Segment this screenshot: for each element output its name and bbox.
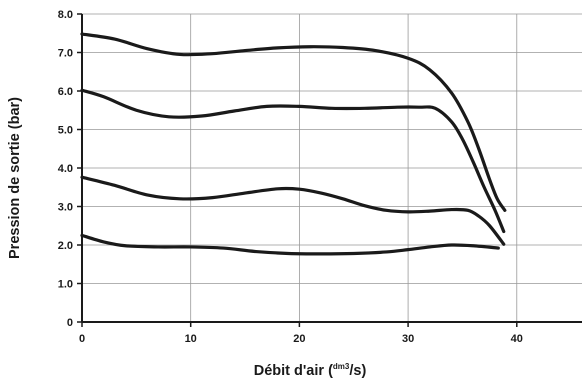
x-tick-label: 10 (185, 333, 197, 345)
chart-grid (82, 13, 582, 322)
y-axis-title-text: Pression de sortie (bar) (7, 97, 23, 259)
y-tick-label: 2.0 (58, 240, 73, 252)
series-line-3 (80, 175, 506, 246)
chart-series (80, 32, 507, 256)
y-tick-label: 0 (67, 317, 73, 329)
y-tick-label: 6.0 (58, 86, 73, 98)
y-tick-label: 1.0 (58, 279, 73, 291)
x-axis-title-suffix: /s) (349, 363, 367, 379)
y-tick-label: 5.0 (58, 125, 73, 137)
series-line-2 (80, 88, 506, 234)
y-tick-label: 4.0 (58, 163, 73, 175)
x-tick-label: 30 (402, 333, 414, 345)
y-tick-label: 7.0 (58, 48, 73, 60)
series-line-1 (80, 32, 507, 212)
series-line-4 (80, 233, 500, 256)
x-tick-label: 0 (79, 333, 85, 345)
y-tick-label: 8.0 (58, 9, 73, 21)
y-tick-label: 3.0 (58, 202, 73, 214)
x-axis-title: Débit d'air (dm3/s) (150, 362, 470, 379)
x-tick-label: 20 (293, 333, 305, 345)
chart-tick-labels: 0 1.0 2.0 3.0 4.0 5.0 6.0 7.0 8.0 0 10 20 30 40 (58, 9, 523, 345)
x-tick-label: 40 (511, 333, 523, 345)
chart-axes (77, 13, 582, 327)
y-axis-title: Pression de sortie (bar) (3, 58, 27, 298)
x-axis-title-prefix: Débit d'air ( (253, 363, 333, 379)
x-axis-title-unit: dm3 (332, 362, 350, 371)
